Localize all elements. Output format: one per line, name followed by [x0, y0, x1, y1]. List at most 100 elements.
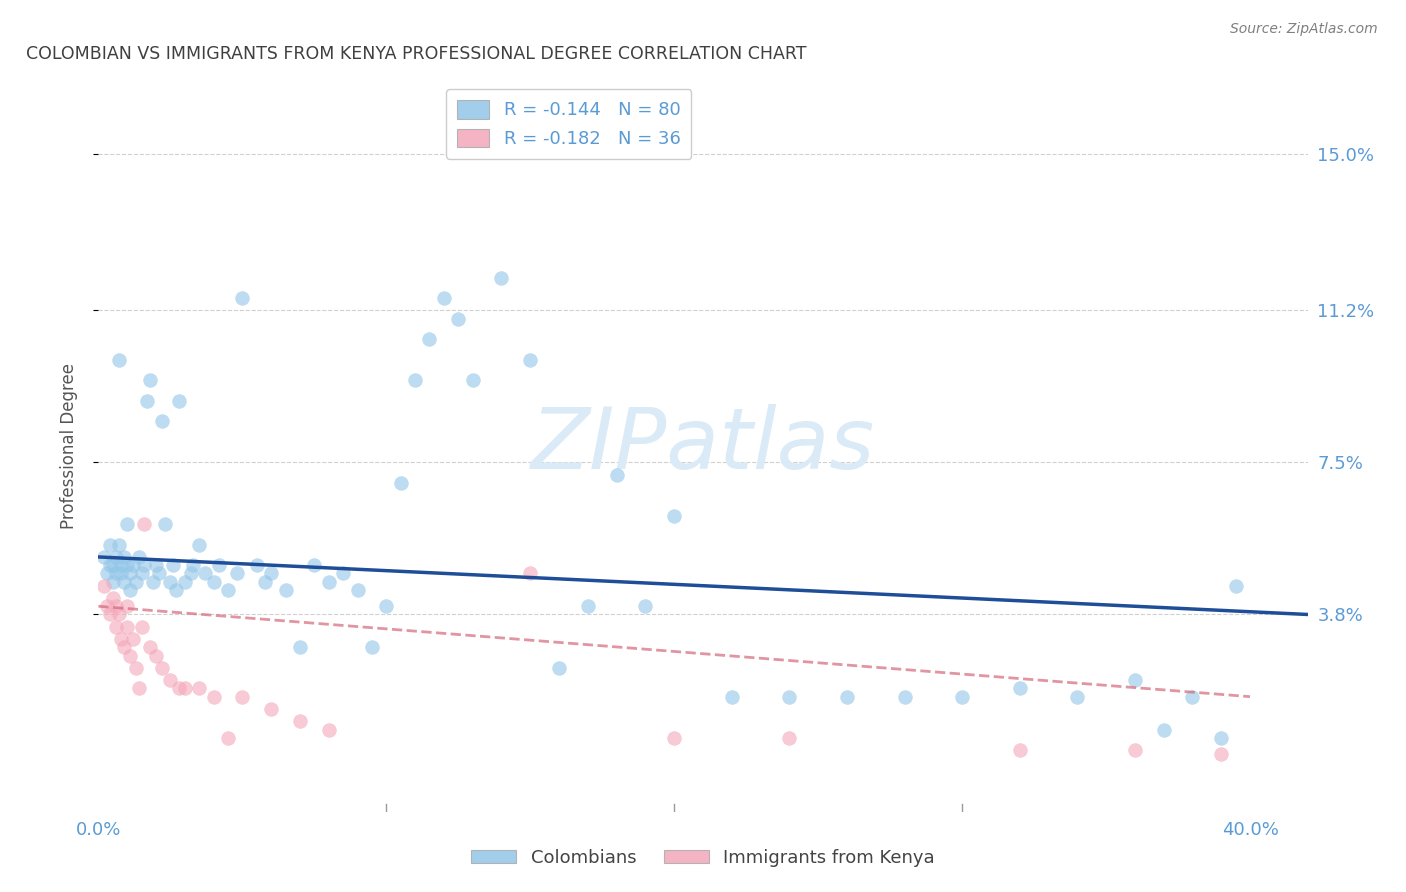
Point: [447, 311, 470, 326]
Point: [231, 690, 253, 704]
Point: [194, 566, 217, 581]
Point: [1211, 731, 1233, 745]
Point: [131, 566, 153, 581]
Point: [104, 620, 127, 634]
Point: [145, 648, 167, 663]
Point: [139, 373, 162, 387]
Point: [304, 558, 326, 573]
Point: [101, 558, 124, 573]
Point: [1066, 690, 1088, 704]
Point: [461, 373, 484, 387]
Point: [332, 566, 354, 581]
Point: [104, 549, 127, 564]
Point: [120, 566, 142, 581]
Point: [110, 566, 132, 581]
Point: [101, 574, 124, 589]
Point: [950, 690, 973, 704]
Legend: R = -0.144   N = 80, R = -0.182   N = 36: R = -0.144 N = 80, R = -0.182 N = 36: [446, 89, 692, 159]
Point: [288, 714, 311, 729]
Point: [122, 632, 145, 647]
Text: Source: ZipAtlas.com: Source: ZipAtlas.com: [1230, 22, 1378, 37]
Point: [180, 566, 202, 581]
Point: [134, 558, 156, 573]
Point: [167, 393, 190, 408]
Point: [128, 681, 150, 696]
Point: [93, 549, 115, 564]
Point: [375, 599, 398, 614]
Point: [101, 591, 124, 605]
Point: [173, 681, 195, 696]
Point: [167, 681, 190, 696]
Point: [576, 599, 599, 614]
Point: [1153, 723, 1175, 737]
Point: [548, 661, 571, 675]
Point: [112, 574, 135, 589]
Text: COLOMBIAN VS IMMIGRANTS FROM KENYA PROFESSIONAL DEGREE CORRELATION CHART: COLOMBIAN VS IMMIGRANTS FROM KENYA PROFE…: [25, 45, 807, 63]
Point: [1123, 673, 1146, 688]
Point: [112, 640, 135, 655]
Point: [150, 661, 173, 675]
Point: [260, 702, 283, 716]
Point: [1008, 743, 1031, 757]
Point: [139, 640, 162, 655]
Point: [893, 690, 915, 704]
Point: [153, 517, 176, 532]
Point: [104, 599, 127, 614]
Point: [115, 517, 138, 532]
Point: [217, 731, 239, 745]
Point: [110, 558, 132, 573]
Point: [1008, 681, 1031, 696]
Point: [664, 731, 686, 745]
Text: ZIPatlas: ZIPatlas: [531, 404, 875, 488]
Point: [98, 558, 121, 573]
Point: [318, 723, 340, 737]
Point: [110, 632, 132, 647]
Point: [318, 574, 340, 589]
Point: [142, 574, 165, 589]
Point: [288, 640, 311, 655]
Point: [202, 690, 225, 704]
Point: [115, 558, 138, 573]
Point: [122, 558, 145, 573]
Legend: Colombians, Immigrants from Kenya: Colombians, Immigrants from Kenya: [464, 842, 942, 874]
Point: [519, 352, 541, 367]
Point: [231, 291, 253, 305]
Point: [98, 607, 121, 622]
Point: [96, 599, 118, 614]
Point: [183, 558, 205, 573]
Point: [778, 731, 800, 745]
Point: [125, 661, 148, 675]
Point: [134, 517, 156, 532]
Point: [93, 579, 115, 593]
Point: [165, 582, 187, 597]
Point: [389, 475, 412, 490]
Point: [107, 352, 129, 367]
Point: [1225, 579, 1247, 593]
Point: [145, 558, 167, 573]
Point: [107, 607, 129, 622]
Point: [720, 690, 742, 704]
Point: [112, 549, 135, 564]
Point: [202, 574, 225, 589]
Point: [361, 640, 384, 655]
Point: [131, 620, 153, 634]
Point: [115, 599, 138, 614]
Point: [260, 566, 283, 581]
Point: [491, 270, 513, 285]
Point: [159, 673, 181, 688]
Point: [418, 332, 440, 346]
Point: [606, 467, 628, 482]
Point: [1211, 747, 1233, 762]
Point: [433, 291, 456, 305]
Point: [148, 566, 170, 581]
Point: [778, 690, 800, 704]
Point: [519, 566, 541, 581]
Point: [246, 558, 269, 573]
Point: [225, 566, 247, 581]
Point: [664, 508, 686, 523]
Point: [136, 393, 159, 408]
Point: [634, 599, 657, 614]
Point: [115, 620, 138, 634]
Y-axis label: Professional Degree: Professional Degree: [59, 363, 77, 529]
Point: [128, 549, 150, 564]
